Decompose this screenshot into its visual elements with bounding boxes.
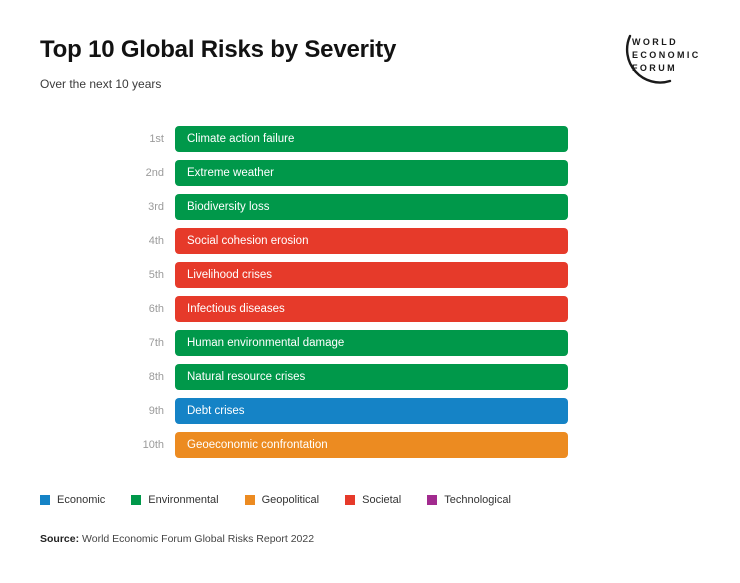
risk-bar-label: Debt crises [187,405,245,417]
legend-swatch-societal [345,495,356,505]
wef-swoosh-icon [625,34,672,84]
ranked-bar-list: 1st Climate action failure 2nd Extreme w… [40,126,568,466]
risk-row: 5th Livelihood crises [40,262,568,288]
rank-label: 10th [142,439,164,451]
rank-label: 6th [148,303,164,315]
rank-label: 9th [148,405,164,417]
risk-bar: Social cohesion erosion [175,228,568,254]
risk-bar-label: Infectious diseases [187,303,285,315]
risk-row: 4th Social cohesion erosion [40,228,568,254]
wef-logo-line-3: FORUM [632,63,677,73]
risk-bar: Extreme weather [175,160,568,186]
legend-label: Technological [444,494,511,506]
legend-label: Societal [362,494,402,506]
page-subtitle: Over the next 10 years [40,77,162,91]
risk-row: 9th Debt crises [40,398,568,424]
risk-bar-label: Extreme weather [187,167,274,179]
legend-swatch-technological [427,495,438,505]
risk-bar: Human environmental damage [175,330,568,356]
risk-bar-label: Social cohesion erosion [187,235,309,247]
rank-label: 3rd [148,201,164,213]
legend-label: Geopolitical [261,494,320,506]
rank-label: 2nd [145,167,164,179]
source-prefix: Source: [40,533,80,545]
risk-bar: Livelihood crises [175,262,568,288]
wef-logo-line-1: WORLD [632,37,678,47]
legend-item-economic: Economic [40,494,105,506]
rank-label: 8th [148,371,164,383]
risk-bar-label: Biodiversity loss [187,201,270,213]
risk-bar: Natural resource crises [175,364,568,390]
risk-bar-label: Livelihood crises [187,269,273,281]
legend-swatch-economic [40,495,50,505]
risk-bar: Climate action failure [175,126,568,152]
risk-row: 2nd Extreme weather [40,160,568,186]
source-text: World Economic Forum Global Risks Report… [79,533,315,545]
legend-label: Environmental [148,494,219,506]
risk-row: 7th Human environmental damage [40,330,568,356]
rank-label: 5th [148,269,164,281]
wef-logo-text: WORLD ECONOMIC FORUM [632,36,701,75]
wef-logo: WORLD ECONOMIC FORUM [622,34,700,86]
risk-bar-label: Natural resource crises [187,371,306,383]
legend-item-technological: Technological [427,494,511,506]
legend-item-societal: Societal [345,494,401,506]
risk-row: 3rd Biodiversity loss [40,194,568,220]
risk-bar: Geoeconomic confrontation [175,432,568,458]
risk-bar-label: Climate action failure [187,133,295,145]
legend-item-environmental: Environmental [131,494,219,506]
legend-item-geopolitical: Geopolitical [244,494,320,506]
risk-row: 1st Climate action failure [40,126,568,152]
legend-swatch-environmental [131,495,142,505]
risk-bar: Infectious diseases [175,296,568,322]
risk-row: 6th Infectious diseases [40,296,568,322]
category-legend: Economic Environmental Geopolitical Soci… [40,494,511,506]
risk-bar-label: Geoeconomic confrontation [187,439,328,451]
wef-logo-line-2: ECONOMIC [632,50,701,60]
page-title: Top 10 Global Risks by Severity [40,36,397,63]
risk-row: 8th Natural resource crises [40,364,568,390]
risk-bar: Biodiversity loss [175,194,568,220]
legend-swatch-geopolitical [244,495,255,505]
risk-bar-label: Human environmental damage [187,337,345,349]
rank-label: 4th [148,235,164,247]
rank-label: 1st [149,133,164,145]
risk-row: 10th Geoeconomic confrontation [40,432,568,458]
legend-label: Economic [57,494,106,506]
source-line: Source: World Economic Forum Global Risk… [40,533,314,545]
rank-label: 7th [148,337,164,349]
risk-bar: Debt crises [175,398,568,424]
